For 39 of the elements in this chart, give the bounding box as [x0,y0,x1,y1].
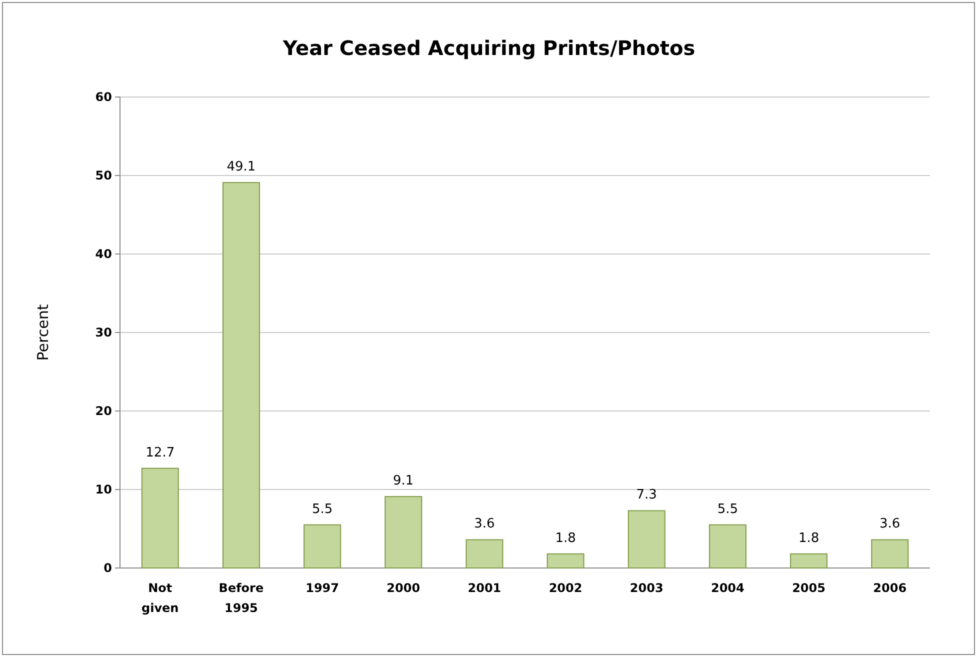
data-label: 12.7 [146,445,175,460]
x-tick-label: 2005 [792,581,826,595]
y-tick-label: 40 [95,246,112,261]
data-label: 5.5 [312,502,333,517]
data-label: 5.5 [717,502,738,517]
bar [222,182,260,568]
data-label: 3.6 [880,516,900,532]
x-tick-label: 2001 [468,581,502,595]
y-tick-label: 10 [95,482,112,496]
x-tick-label: 2002 [548,581,582,595]
x-tick-label: 2006 [873,581,907,595]
bar [466,539,504,568]
y-tick-label: 0 [104,560,112,575]
bar [546,553,584,568]
data-label: 1.8 [798,530,820,546]
y-tick-label: 30 [95,325,112,340]
y-tick-label: 60 [95,90,112,104]
bar [628,510,666,568]
x-tick-label: Before 1995 [218,581,264,615]
bar [790,553,828,568]
y-axis-title: Percent [34,304,52,361]
x-tick-label: 2004 [711,581,744,595]
chart-title: Year Ceased Acquiring Prints/Photos [282,36,696,60]
bar [141,468,179,568]
y-tick-label: 20 [95,404,112,418]
bar [384,496,422,568]
data-label: 7.3 [636,488,657,503]
x-tick-label: Not given [142,581,179,615]
bar [871,539,909,568]
x-tick-label: 1997 [306,581,339,595]
x-tick-label: 2000 [386,581,420,595]
y-tick-label: 50 [95,168,112,182]
data-label: 1.8 [555,530,576,546]
data-label: 3.6 [474,516,495,532]
data-label: 9.1 [393,474,414,489]
bar [708,524,746,568]
data-label: 49.1 [226,160,256,175]
x-tick-label: 2003 [630,581,664,595]
bar [304,524,342,568]
